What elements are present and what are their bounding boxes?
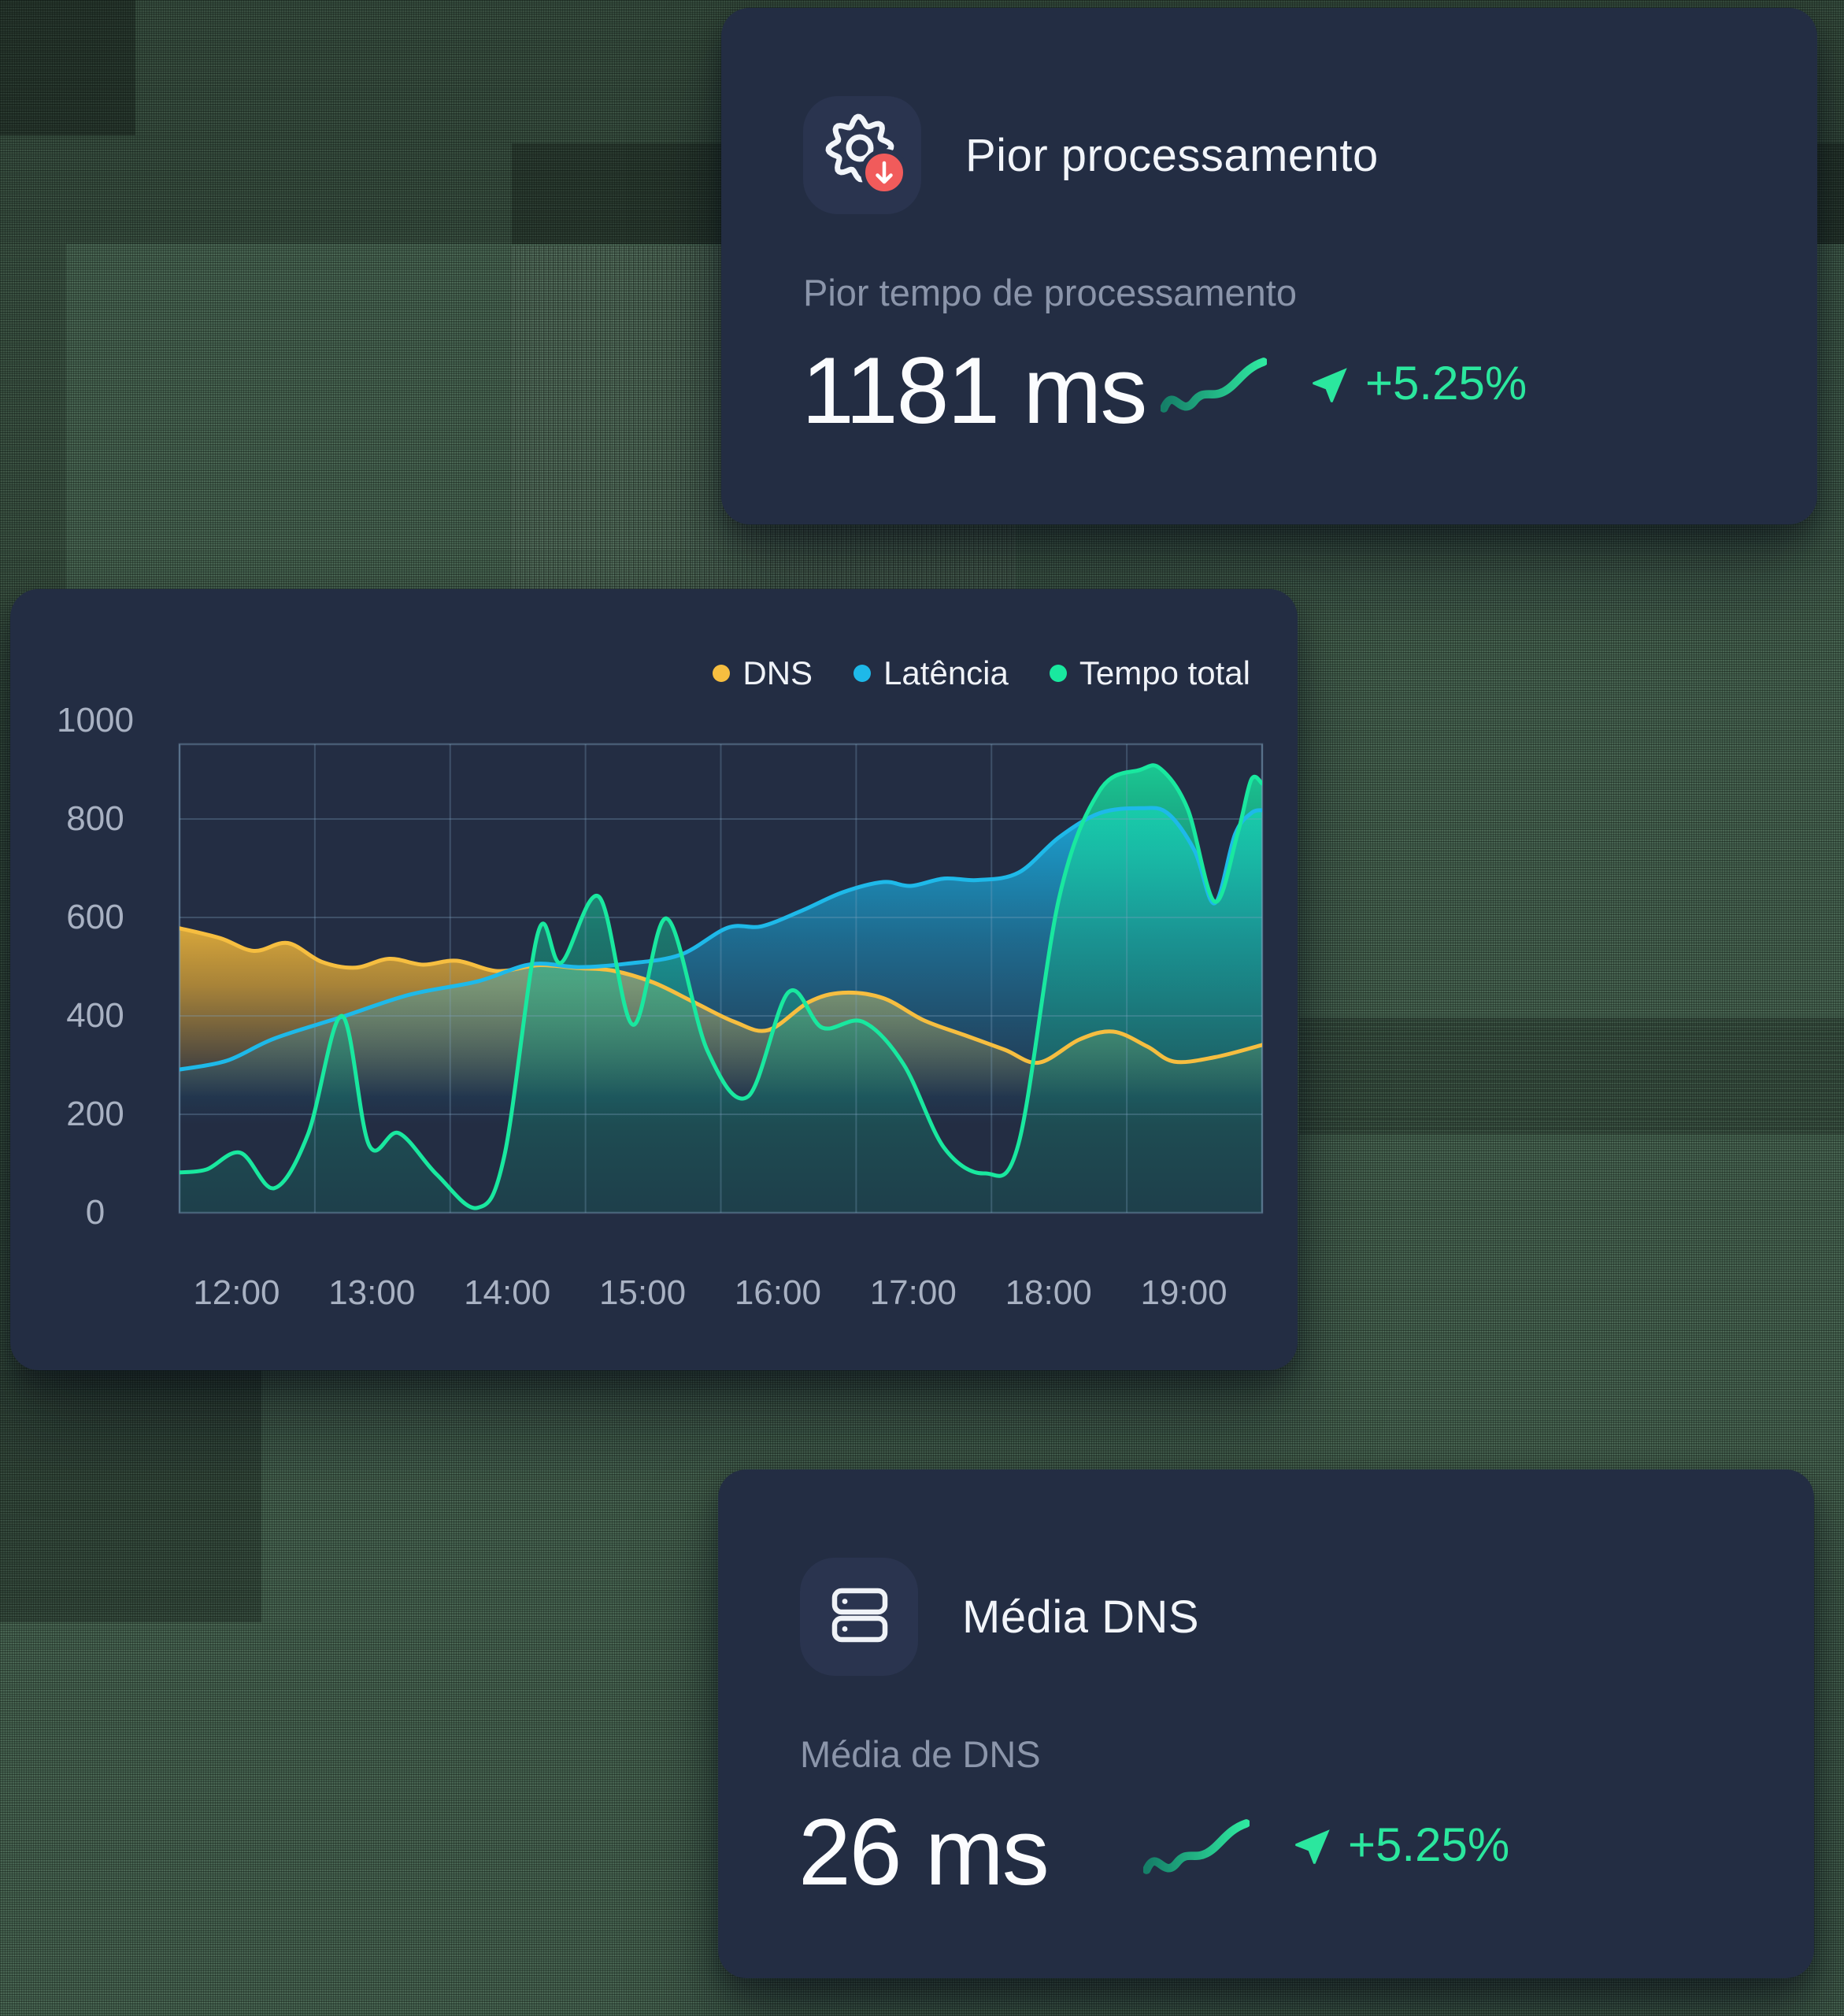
x-axis-label: 15:00 [598,1273,687,1312]
x-axis-label: 16:00 [734,1273,821,1312]
kpi-card-dns-average: Média DNS Média de DNS 26 ms +5.25% [718,1469,1814,1978]
y-axis-label: 200 [66,1095,124,1133]
server-icon [831,1588,888,1643]
x-axis-label: 13:00 [328,1273,416,1312]
legend-item-dns[interactable]: DNS [713,654,813,692]
series-line-latência [180,806,1262,1072]
icon-tile [803,96,921,214]
legend-label: Tempo total [1079,654,1250,691]
y-axis-label: 400 [66,996,124,1035]
x-axis-label: 18:00 [1005,1273,1092,1312]
chart-legend: DNS Latência Tempo total [713,653,1250,694]
legend-item-tempo-total[interactable]: Tempo total [1049,654,1250,692]
bg-patch [0,0,135,135]
series-line-tempo-total [180,763,1262,1210]
trend-up-arrow-icon [1295,1829,1330,1864]
series-line-dns [180,926,1262,1065]
arrow-down-icon [876,161,893,184]
kpi-card-worst-processing: Pior processamento Pior tempo de process… [721,8,1817,524]
gear-download-icon [825,113,908,196]
change-percent: +5.25% [1365,357,1527,410]
legend-label: DNS [742,654,813,691]
series-area-latência [180,807,1262,1213]
x-axis-label: 19:00 [1140,1273,1227,1312]
bg-patch [1299,1017,1844,1134]
legend-dot [713,665,731,682]
metric-value: 26 ms [798,1799,1050,1905]
y-axis-label: 600 [66,898,124,936]
area-chart [178,743,1264,1214]
sparkline-icon [1161,358,1267,413]
x-axis-label: 12:00 [193,1273,280,1312]
y-axis-label: 0 [85,1193,106,1232]
y-axis-label: 800 [66,799,124,838]
sparkline-icon [1143,1819,1250,1874]
legend-dot [853,665,872,682]
chart-grid [178,743,1264,1214]
legend-item-latência[interactable]: Latência [853,654,1009,692]
card-title: Média DNS [962,1592,1200,1643]
x-axis-label: 14:00 [464,1273,551,1312]
icon-tile [800,1558,918,1676]
x-axis-label: 17:00 [869,1273,957,1312]
bg-patch [0,1370,261,1622]
card-title: Pior processamento [965,130,1379,181]
change-percent: +5.25% [1348,1818,1510,1871]
legend-dot [1049,665,1067,682]
card-subtitle: Pior tempo de processamento [803,272,1297,313]
card-subtitle: Média de DNS [800,1733,1041,1775]
trend-up-arrow-icon [1313,368,1347,402]
chart-card: DNS Latência Tempo total 1000 800 600 400 200 0… [10,589,1298,1370]
legend-label: Latência [883,654,1009,691]
metric-value: 1181 ms [802,338,1147,443]
y-axis-label: 1000 [57,701,134,739]
